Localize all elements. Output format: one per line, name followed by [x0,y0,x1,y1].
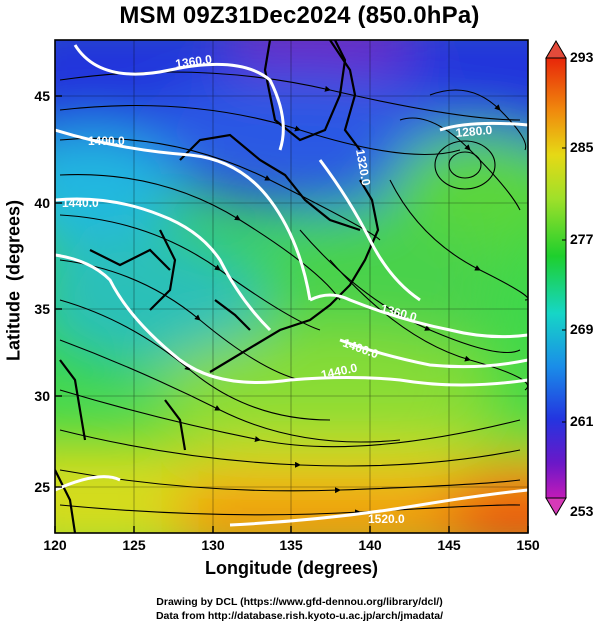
coastlines [55,40,380,533]
data-credit: Data from http://database.rish.kyoto-u.a… [155,610,444,622]
colorbar-tick-label: 277 [570,231,594,247]
x-tick-label: 145 [437,537,461,553]
y-tick-labels: 25 30 35 40 45 [34,88,50,495]
x-axis-label: Longitude (degrees) [204,558,378,578]
colorbar-bottom-arrow-icon [545,497,567,516]
x-tick-label: 140 [358,537,382,553]
x-tick-label: 150 [516,537,540,553]
y-tick-label: 40 [34,195,50,211]
y-tick-label: 35 [34,301,50,317]
contour-label: 1360.0 [174,52,213,71]
height-contours [55,44,528,527]
colorbar-top-arrow-icon [545,40,567,59]
grid-lines [55,40,528,533]
x-tick-label: 130 [201,537,225,553]
x-tick-label: 135 [279,537,303,553]
y-axis-label: Latitude (degrees) [3,199,24,362]
y-tick-label: 25 [34,479,50,495]
x-tick-labels: 120 125 130 135 140 145 150 [43,537,540,553]
contour-label: 1320.0 [353,148,373,187]
x-tick-label: 125 [122,537,146,553]
x-tick-label: 120 [43,537,67,553]
colorbar-tick-label: 261 [570,413,594,429]
wind-streamlines [59,71,528,516]
axis-ticks [54,95,529,533]
contour-label: 1400.0 [88,134,125,148]
colorbar-tick-label: 293 [570,49,594,65]
y-tick-label: 45 [34,88,50,104]
colorbar-tick-label: 285 [570,139,594,155]
colorbar-tick-label: 269 [570,321,594,337]
colorbar-tick-labels: 293 285 277 269 261 253 [570,49,594,519]
contour-label: 1280.0 [455,123,493,140]
colorbar-tick-label: 253 [570,503,594,519]
y-tick-label: 30 [34,388,50,404]
colorbar [545,40,567,516]
contour-label: 1440.0 [62,196,99,210]
contour-label: 1520.0 [368,512,405,526]
map-title: MSM 09Z31Dec2024 (850.0hPa) [119,2,480,29]
drawing-credit: Drawing by DCL (https://www.gfd-dennou.o… [156,596,443,608]
